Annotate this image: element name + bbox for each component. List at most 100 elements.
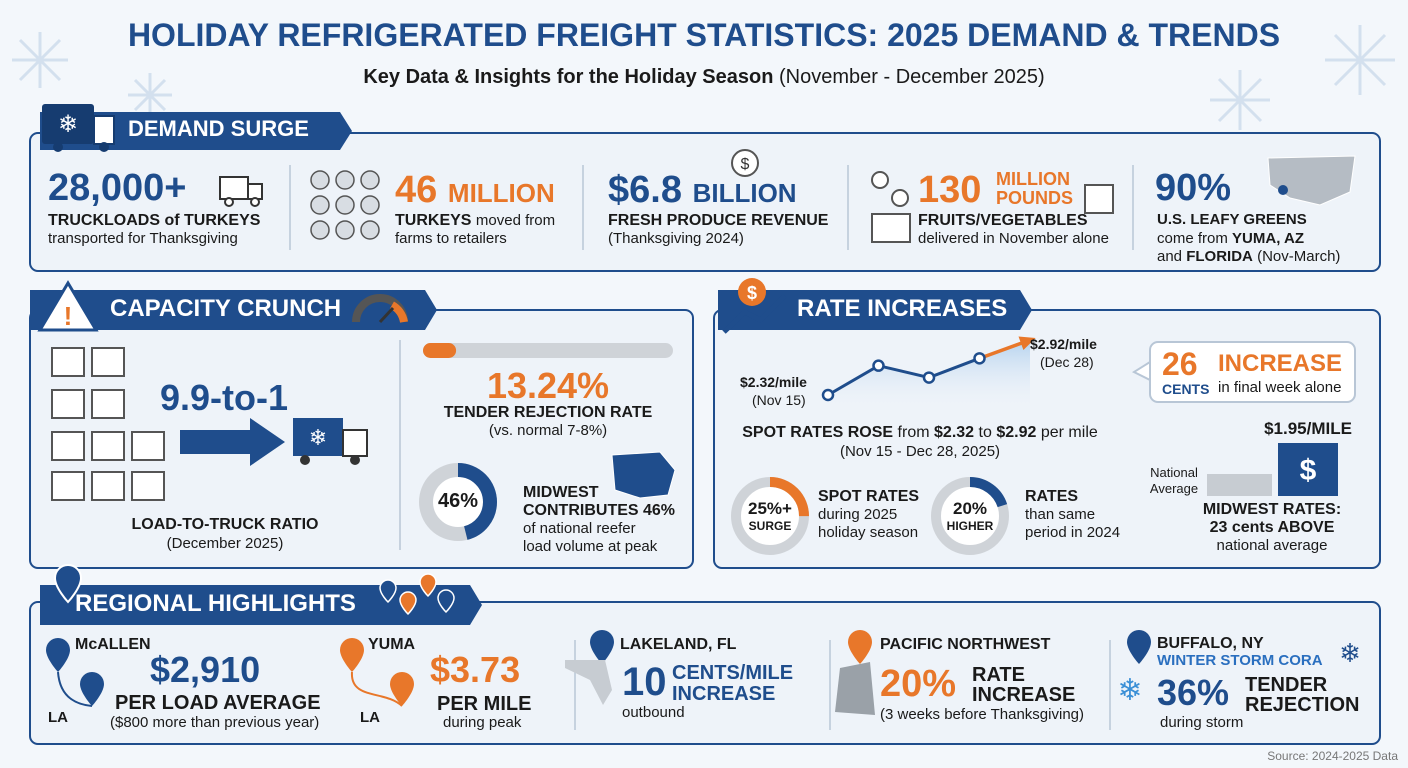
- midwest-label: CONTRIBUTES 46%: [523, 502, 676, 519]
- gauge-label: 20%: [952, 499, 988, 518]
- region-name: YUMA: [368, 636, 416, 653]
- text: $6.8: [608, 169, 682, 211]
- midwest-detail: load volume at peak: [523, 538, 658, 555]
- stat-detail: transported for Thanksgiving: [48, 230, 238, 247]
- svg-text:!: !: [64, 301, 73, 331]
- tender-detail: (vs. normal 7-8%): [488, 422, 608, 439]
- ratio-label: LOAD-TO-TRUCK RATIO: [131, 516, 319, 533]
- region-detail: (3 weeks before Thanksgiving): [880, 706, 1084, 723]
- section-title: CAPACITY CRUNCH: [110, 295, 342, 322]
- gauge-detail: holiday season: [818, 524, 919, 541]
- dividers: [289, 165, 1134, 730]
- region-destination: LA: [48, 709, 68, 726]
- stat-value: 90%: [1155, 167, 1232, 209]
- progress-track: [423, 343, 673, 358]
- region-value: $2,910: [150, 649, 261, 690]
- gauge-detail: period in 2024: [1025, 524, 1121, 541]
- text: YUMA, AZ: [1232, 230, 1304, 247]
- text: FLORIDA: [1186, 248, 1253, 265]
- stat-label: FRUITS/VEGETABLES: [918, 212, 1088, 229]
- region-name: LAKELAND, FL: [620, 636, 737, 653]
- region-label: RATE: [972, 664, 1025, 686]
- gauge-title: RATES: [1025, 488, 1079, 505]
- stat-detail: come from YUMA, AZ: [1157, 230, 1304, 248]
- gauge-label: 25%+: [748, 499, 792, 518]
- stat-value: 46 MILLION: [395, 169, 555, 212]
- stat-label: FRESH PRODUCE REVENUE: [608, 212, 829, 229]
- rate-summary-dates: (Nov 15 - Dec 28, 2025): [839, 443, 1001, 460]
- svg-text:$: $: [747, 283, 757, 303]
- callout-label: INCREASE: [1218, 350, 1343, 377]
- stat-label: TURKEYS moved from: [395, 212, 555, 230]
- callout-detail: in final week alone: [1218, 379, 1342, 396]
- svg-text:$: $: [1300, 454, 1317, 487]
- stat-detail: delivered in November alone: [918, 230, 1109, 247]
- subtitle: Key Data & Insights for the Holiday Seas…: [363, 66, 1044, 88]
- gauge-sublabel: SURGE: [748, 519, 792, 533]
- icons: ❄ ! $ $: [37, 104, 1361, 715]
- text: Key Data & Insights for the Holiday Seas…: [363, 66, 774, 88]
- callout-unit: CENTS: [1162, 381, 1210, 397]
- text: $2.32: [934, 424, 975, 441]
- region-detail: during peak: [443, 714, 522, 731]
- text: come from: [1157, 230, 1228, 247]
- route: [57, 671, 93, 707]
- text: per mile: [1040, 424, 1098, 441]
- tender-label: TENDER REJECTION RATE: [443, 404, 653, 421]
- route: [350, 671, 403, 707]
- section-title: DEMAND SURGE: [128, 116, 309, 141]
- svg-text:❄: ❄: [309, 425, 327, 450]
- gauge-detail: than same: [1025, 506, 1096, 523]
- region-event: WINTER STORM CORA: [1157, 652, 1323, 669]
- gauge-arc: [931, 477, 1009, 555]
- tender-rate: 13.24%: [486, 365, 610, 406]
- callout-value: 26: [1162, 346, 1198, 382]
- region-detail: ($800 more than previous year): [110, 714, 320, 731]
- region-value: $3.73: [430, 649, 521, 690]
- region-label: PER LOAD AVERAGE: [115, 692, 321, 714]
- trend-point: [973, 352, 986, 365]
- trend-point: [821, 388, 835, 402]
- text: SPOT RATES ROSE: [742, 424, 894, 441]
- svg-text:$: $: [741, 156, 750, 173]
- text: to: [978, 424, 992, 441]
- location-pins: [46, 630, 1151, 706]
- region-label: REJECTION: [1245, 694, 1360, 716]
- national-label: Average: [1149, 481, 1199, 496]
- rate-summary: SPOT RATES ROSE from $2.32 to $2.92 per mile: [742, 424, 1098, 442]
- region-name: BUFFALO, NY: [1157, 635, 1264, 652]
- snowflakes: [12, 25, 1395, 130]
- region-label: CENTS/MILE: [672, 662, 794, 684]
- trend-point: [922, 371, 936, 384]
- start-rate: $2.32/mile: [740, 374, 807, 390]
- section-title: RATE INCREASES: [797, 295, 1008, 322]
- region-label: PER MILE: [437, 693, 532, 715]
- region-value: 36%: [1157, 672, 1230, 713]
- end-date: (Dec 28): [1040, 354, 1094, 370]
- page-title: HOLIDAY REFRIGERATED FREIGHT STATISTICS:…: [127, 17, 1281, 53]
- stat-detail: and FLORIDA (Nov-March): [1157, 248, 1340, 266]
- donut-arc: [419, 463, 497, 541]
- end-rate: $2.92/mile: [1030, 336, 1097, 352]
- region-destination: LA: [360, 709, 380, 726]
- donut-label: 46%: [437, 490, 479, 512]
- stat-value: 130: [918, 169, 982, 211]
- midwest-diff: 23 cents ABOVE: [1209, 519, 1335, 536]
- text: (Nov-March): [1257, 248, 1341, 265]
- stat-value: $6.8 BILLION: [608, 169, 797, 212]
- text: TURKEYS: [395, 212, 472, 229]
- svg-text:❄: ❄: [1117, 674, 1142, 707]
- trend-line: [827, 356, 981, 397]
- region-value: 10: [622, 660, 667, 704]
- region-label: INCREASE: [672, 683, 776, 705]
- midwest-rate: $1.95/MILE: [1264, 419, 1352, 438]
- midwest-label: MIDWEST: [523, 484, 599, 501]
- trend-arrowhead: [1018, 336, 1036, 351]
- text: (November - December 2025): [779, 66, 1045, 88]
- ratio-detail: (December 2025): [166, 535, 284, 552]
- trend-area: [828, 340, 1030, 410]
- svg-text:❄: ❄: [1339, 638, 1361, 668]
- text: from: [897, 424, 930, 441]
